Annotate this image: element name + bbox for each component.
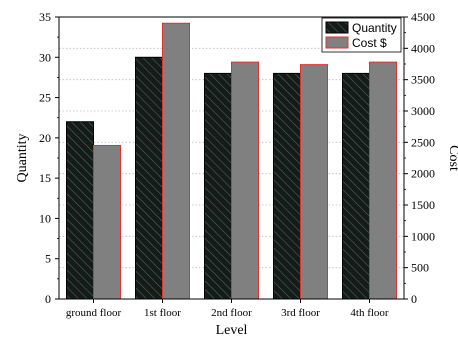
- bar-quantity: [342, 72, 370, 300]
- bar-cost: [231, 61, 259, 300]
- y-tick-label: 10: [39, 211, 51, 225]
- x-axis-label: Level: [216, 323, 248, 338]
- y-tick-label: 35: [39, 10, 51, 24]
- bars: [66, 22, 397, 300]
- y2-tick-label: 4000: [411, 41, 435, 55]
- y-axis-label: Quantity: [15, 134, 30, 183]
- bar-quantity: [204, 72, 232, 300]
- y2-tick-label: 3000: [411, 104, 435, 118]
- y2-tick-label: 2000: [411, 167, 435, 181]
- y-tick-label: 30: [39, 50, 51, 64]
- y2-axis-label: Cost: [446, 145, 458, 171]
- y2-tick-label: 0: [411, 292, 417, 306]
- y2-tick-label: 3500: [411, 73, 435, 87]
- x-tick-label: 3rd floor: [281, 307, 320, 319]
- bar-quantity: [66, 121, 94, 300]
- x-tick-label: ground floor: [66, 307, 122, 319]
- bar-cost: [162, 22, 190, 300]
- bar-quantity: [273, 72, 301, 300]
- y2-tick-label: 2500: [411, 135, 435, 149]
- y2-tick-label: 4500: [411, 10, 435, 24]
- x-tick-label: 4th floor: [350, 307, 389, 319]
- bar-cost: [300, 64, 328, 300]
- bar-cost: [369, 61, 397, 300]
- y-tick-label: 0: [45, 292, 51, 306]
- y-tick-label: 5: [45, 252, 51, 266]
- y-tick-label: 25: [39, 91, 51, 105]
- y2-tick-label: 1000: [411, 229, 435, 243]
- y-tick-label: 15: [39, 171, 51, 185]
- axes: ground floor 1st floor 2nd floor 3rd floor 4…: [15, 10, 458, 338]
- y2-tick-label: 1500: [411, 198, 435, 212]
- bar-cost: [93, 144, 121, 300]
- y-tick-label: 20: [39, 131, 51, 145]
- x-tick-label: 2nd floor: [211, 307, 252, 319]
- bar-quantity: [135, 56, 163, 300]
- legend-swatch-cost: [325, 36, 349, 49]
- x-tick-label: 1st floor: [144, 307, 181, 319]
- legend-swatch-quantity: [325, 21, 349, 34]
- legend-label-cost: Cost $: [352, 36, 387, 50]
- legend-label-quantity: Quantity: [352, 21, 397, 35]
- y2-tick-label: 500: [411, 261, 429, 275]
